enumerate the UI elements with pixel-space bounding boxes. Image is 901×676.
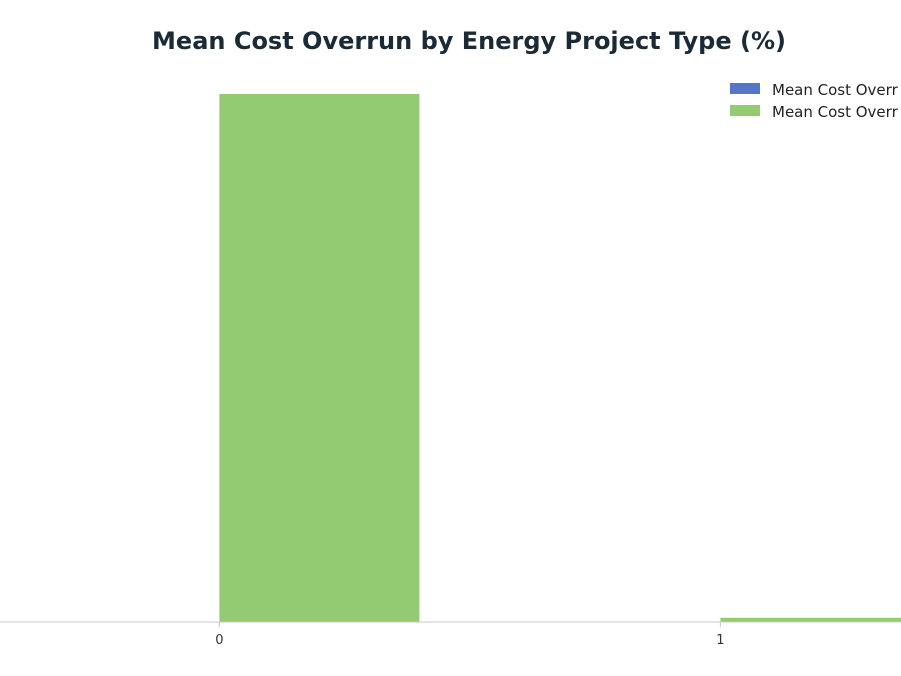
bar-series-1-cat-1 [720, 617, 901, 622]
legend-label: Mean Cost Overr [772, 103, 899, 121]
bar-series-1-cat-0 [219, 94, 420, 622]
x-tick-label: 1 [716, 633, 724, 648]
chart-title: Mean Cost Overrun by Energy Project Type… [152, 27, 786, 55]
legend-label: Mean Cost Overr [772, 81, 899, 99]
legend: Mean Cost Overr Mean Cost Overr [730, 81, 899, 121]
legend-swatch [730, 105, 760, 116]
legend-swatch [730, 83, 760, 94]
bars-layer [219, 94, 901, 622]
x-tick-label: 0 [215, 633, 223, 648]
